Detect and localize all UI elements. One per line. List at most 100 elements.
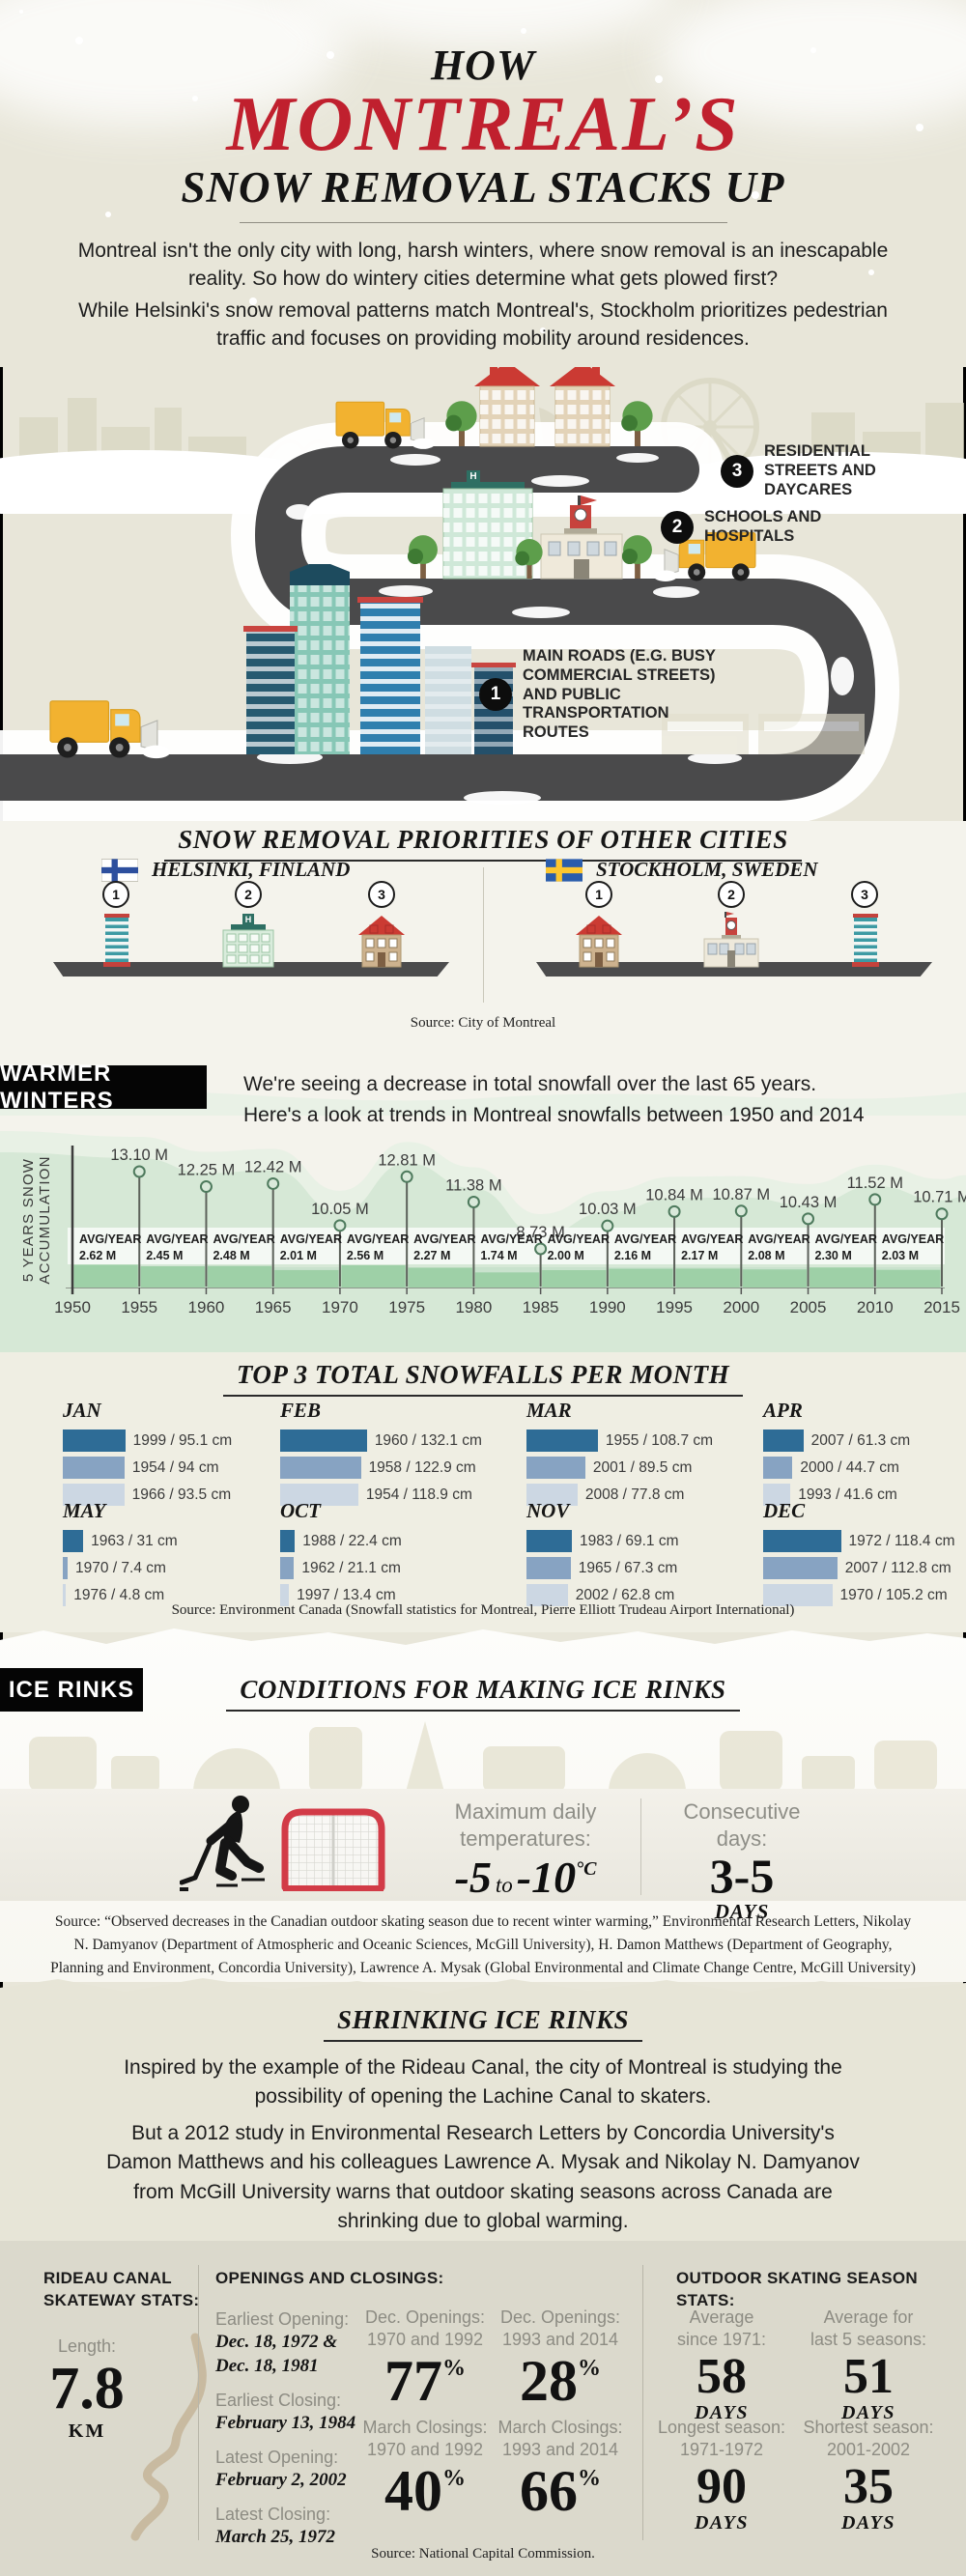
city-priority-item: 3MAIN ROADS — [821, 881, 946, 1109]
svg-text:2015: 2015 — [923, 1298, 960, 1316]
snowfall-row: 1954 / 94 cm — [63, 1457, 295, 1479]
warmer-winters-section: WARMER WINTERS We're seeing a decrease i… — [0, 1058, 966, 1352]
top-snowfalls-section: TOP 3 TOTAL SNOWFALLS PER MONTH JAN 1999 … — [0, 1352, 966, 1632]
temperature-condition: Maximum daily temperatures: -5 to -10°C — [413, 1798, 638, 1903]
length-unit: KM — [68, 2420, 106, 2443]
month-label: FEB — [280, 1399, 322, 1422]
date-value: Dec. 18, 1981 — [215, 2356, 319, 2377]
snowfall-bar — [63, 1430, 126, 1452]
snowfall-row: 2002 / 62.8 cm — [526, 1584, 758, 1606]
svg-text:2.17 M: 2.17 M — [681, 1249, 718, 1262]
shrinking-title: SHRINKING ICE RINKS — [323, 2005, 643, 2042]
title-rule — [240, 222, 727, 223]
snowfall-row: 1960 / 132.1 cm — [280, 1430, 512, 1452]
snowfall-bar — [763, 1557, 838, 1579]
snowfall-row: 1997 / 13.4 cm — [280, 1584, 512, 1606]
month-label: APR — [763, 1399, 803, 1422]
conditions-band — [0, 1789, 966, 1901]
snowfall-bar — [280, 1530, 296, 1552]
month-label: MAY — [63, 1499, 106, 1522]
priority-2-label: SCHOOLS AND HOSPITALS — [704, 508, 822, 545]
priority-2-badge: 2 — [661, 510, 694, 544]
intro-paragraph-1: Montreal isn't the only city with long, … — [77, 240, 889, 290]
days-label-line1: Consecutive — [683, 1799, 801, 1824]
month-block: MAR 1955 / 108.7 cm 2001 / 89.5 cm 2008 / 7… — [526, 1399, 758, 1511]
snowfall-bar — [280, 1584, 290, 1606]
shrinking-paragraph-1: Inspired by the example of the Rideau Ca… — [124, 2056, 842, 2109]
svg-text:AVG/YEAR: AVG/YEAR — [815, 1232, 877, 1246]
title-how: HOW — [430, 42, 536, 89]
svg-text:11.52 M: 11.52 M — [847, 1175, 903, 1192]
snowfall-value: 1965 / 67.3 cm — [578, 1559, 678, 1576]
date-label: Earliest Opening: — [215, 2309, 350, 2329]
stats-source: Source: National Capital Commission. — [371, 2546, 595, 2562]
cities-source-wrap: Source: City of Montreal — [0, 1014, 966, 1032]
other-cities-title: SNOW REMOVAL PRIORITIES OF OTHER CITIES — [164, 825, 802, 862]
snowfall-bar — [763, 1530, 841, 1552]
snowfall-bar — [63, 1457, 125, 1479]
openings-heading: OPENINGS AND CLOSINGS: — [215, 2269, 444, 2287]
season-stat: Average since 1971: 58 DAYS — [676, 2307, 767, 2423]
month-label: OCT — [280, 1499, 321, 1522]
season-stat: Average for last 5 seasons: 51 DAYS — [810, 2307, 927, 2423]
temperature-label-line1: Maximum daily — [454, 1799, 597, 1824]
svg-text:10.87 M: 10.87 M — [712, 1186, 770, 1203]
svg-text:1990: 1990 — [589, 1298, 626, 1316]
svg-text:12.81 M: 12.81 M — [378, 1151, 436, 1169]
month-block: DEC 1972 / 118.4 cm 2007 / 112.8 cm 1970 / … — [763, 1499, 966, 1611]
snowfall-value: 1954 / 94 cm — [131, 1458, 219, 1476]
snowfall-value: 2002 / 62.8 cm — [575, 1586, 675, 1603]
svg-text:5 YEARS SNOWACCUMULATION: 5 YEARS SNOWACCUMULATION — [20, 1155, 53, 1284]
snowfall-row: 1993 / 41.6 cm — [763, 1484, 966, 1506]
date-label: Latest Opening: — [215, 2447, 339, 2467]
snowfall-bar — [763, 1430, 804, 1452]
snowfall-row: 2008 / 77.8 cm — [526, 1484, 758, 1506]
svg-text:2010: 2010 — [857, 1298, 894, 1316]
date-label: Earliest Closing: — [215, 2390, 342, 2410]
months-grid: JAN 1999 / 95.1 cm 1954 / 94 cm 1966 / 93.5… — [0, 1352, 966, 1606]
temperature-label: Maximum daily temperatures: — [413, 1798, 638, 1852]
cities-source: Source: City of Montreal — [410, 1015, 556, 1031]
svg-text:12.25 M: 12.25 M — [178, 1162, 236, 1179]
rideau-heading-line2: SKATEWAY STATS: — [43, 2290, 200, 2309]
date-group: Latest Opening: February 2, 2002 — [215, 2447, 375, 2493]
stats-divider-1 — [198, 2265, 199, 2540]
svg-text:2.45 M: 2.45 M — [146, 1249, 183, 1262]
snow-removal-illustration: H — [0, 361, 966, 825]
shrinking-paragraph-2: But a 2012 study in Environmental Resear… — [106, 2122, 860, 2233]
svg-text:1950: 1950 — [54, 1298, 91, 1316]
temperature-unit: °C — [576, 1858, 597, 1880]
snowfall-row: 1958 / 122.9 cm — [280, 1457, 512, 1479]
temperature-v2: -10 — [516, 1853, 577, 1902]
snowfall-bar — [63, 1530, 84, 1552]
openings-dates: Earliest Opening: Dec. 18, 1972 & Dec. 1… — [215, 2308, 375, 2561]
snowfall-row: 1983 / 69.1 cm — [526, 1530, 758, 1552]
snowfall-bar — [763, 1584, 833, 1606]
svg-text:10.71 M: 10.71 M — [913, 1189, 966, 1206]
snowfall-bar — [280, 1557, 295, 1579]
downtown-towers — [243, 564, 865, 754]
snowfall-value: 2000 / 44.7 cm — [800, 1458, 899, 1476]
city-road-illustration: H — [0, 361, 966, 825]
snowfall-bar — [526, 1557, 571, 1579]
snowfall-bar — [280, 1457, 361, 1479]
season-heading: OUTDOOR SKATING SEASON STATS: — [676, 2269, 918, 2309]
svg-text:2000: 2000 — [723, 1298, 759, 1316]
school-icon — [688, 912, 775, 970]
season-stat: Shortest season: 2001-2002 35 DAYS — [803, 2418, 934, 2534]
svg-text:AVG/YEAR: AVG/YEAR — [413, 1232, 475, 1246]
snowfall-row: 1976 / 4.8 cm — [63, 1584, 295, 1606]
svg-text:10.03 M: 10.03 M — [579, 1201, 637, 1218]
snowfall-row: 1965 / 67.3 cm — [526, 1557, 758, 1579]
ice-rinks-title: CONDITIONS FOR MAKING ICE RINKS — [226, 1675, 740, 1712]
stockholm-header: STOCKHOLM, SWEDEN — [546, 858, 818, 882]
helsinki-label: HELSINKI, FINLAND — [152, 858, 351, 881]
canal-length: Length: 7.8 KM — [29, 2335, 145, 2443]
snowfall-row: 1966 / 93.5 cm — [63, 1484, 295, 1506]
snowfall-value: 1988 / 22.4 cm — [302, 1532, 402, 1549]
percent-stat: Dec. Openings: 1993 and 2014 28% — [499, 2307, 621, 2413]
percent-stat: March Closings: 1993 and 2014 66% — [497, 2418, 623, 2523]
